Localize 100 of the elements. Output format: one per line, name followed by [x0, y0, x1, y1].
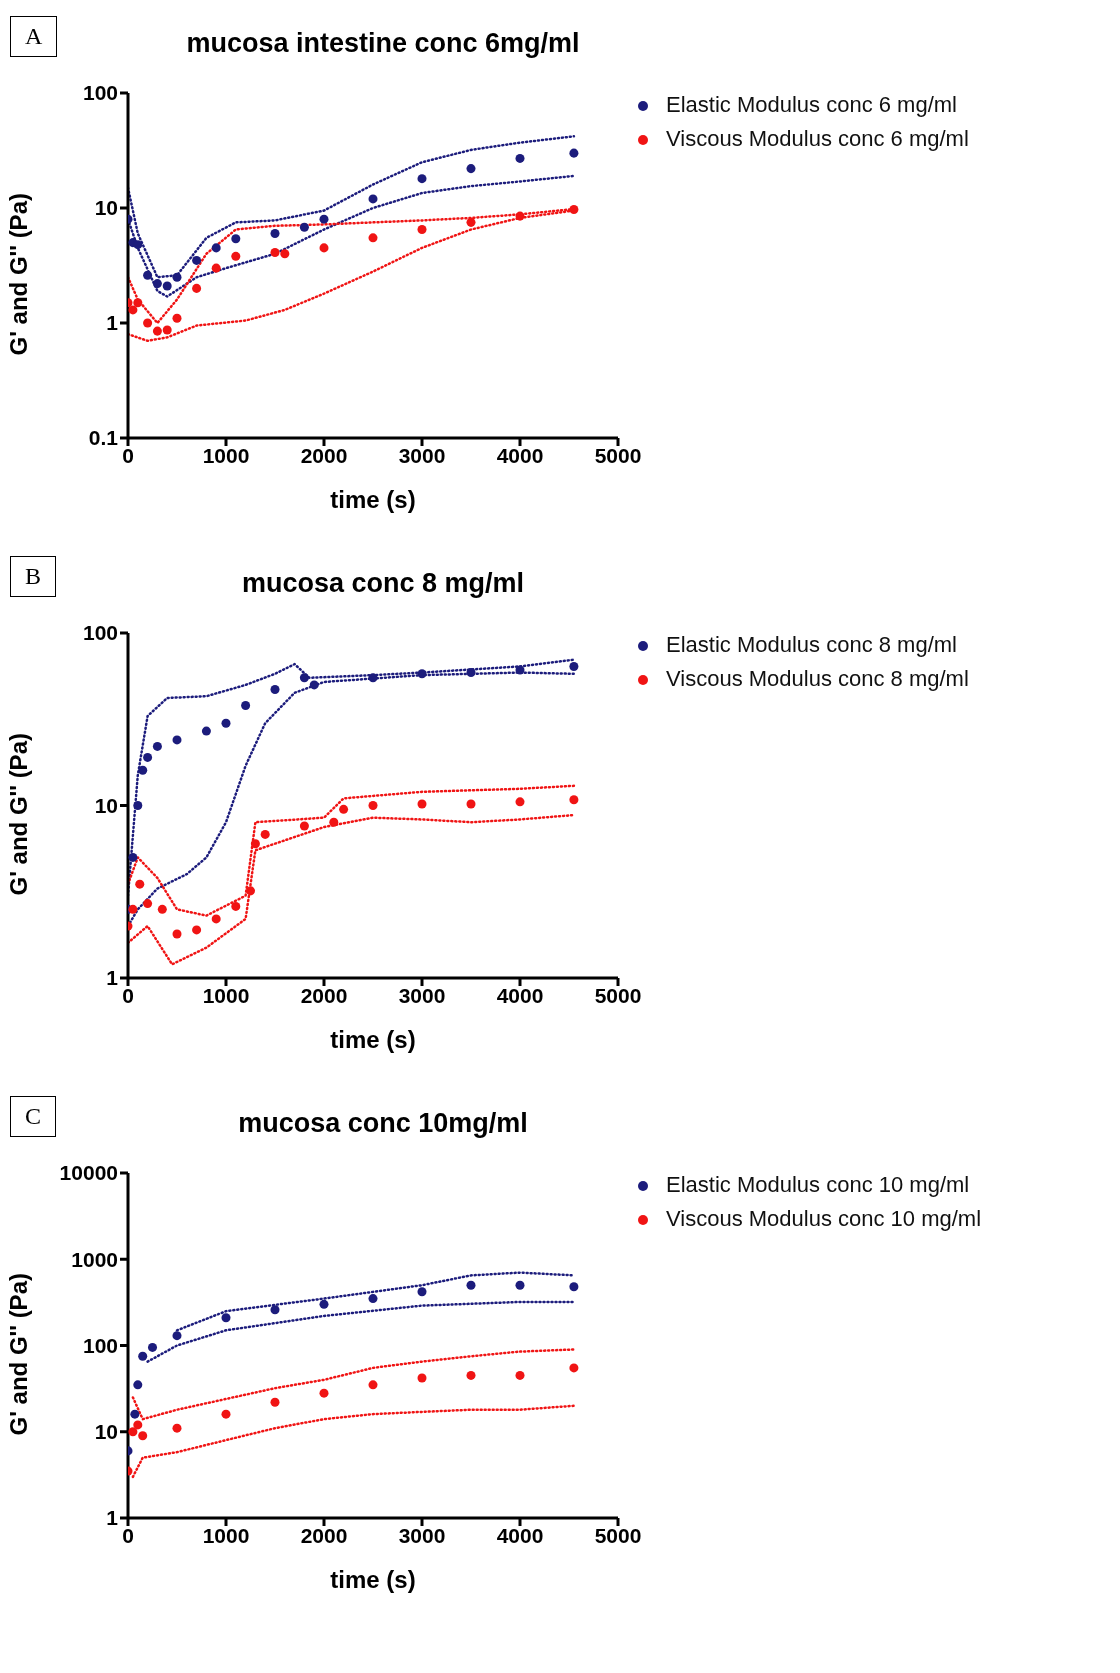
y-tick-label: 100: [82, 81, 118, 105]
legend-label: Viscous Modulus conc 6 mg/ml: [666, 126, 969, 151]
legend-label: Elastic Modulus conc 10 mg/ml: [666, 1172, 970, 1197]
point: [143, 318, 153, 328]
line-series: [128, 174, 576, 298]
point: [172, 313, 182, 323]
point: [368, 233, 378, 243]
point: [143, 270, 153, 280]
point: [133, 240, 143, 250]
point: [221, 1409, 231, 1419]
x-tick-label: 2000: [300, 443, 348, 467]
point: [368, 194, 378, 204]
point: [319, 243, 329, 253]
point: [417, 225, 427, 235]
legend-label: Viscous Modulus conc 8 mg/ml: [666, 666, 969, 691]
x-tick-label: 4000: [496, 983, 544, 1007]
point: [569, 795, 579, 805]
point: [466, 1280, 476, 1290]
point: [270, 229, 280, 239]
point: [157, 904, 167, 914]
point: [466, 668, 476, 678]
point: [339, 804, 349, 814]
point: [172, 1331, 182, 1341]
point: [319, 214, 329, 224]
point: [417, 1287, 427, 1297]
point: [466, 164, 476, 174]
x-tick-label: 2000: [300, 983, 348, 1007]
y-axis-title: G' and G'' (Pa): [4, 1273, 32, 1436]
text: C: [10, 1096, 57, 1137]
y-axis-title: G' and G'' (Pa): [4, 193, 32, 356]
point: [260, 829, 270, 839]
point: [319, 1388, 329, 1398]
point: [128, 852, 138, 862]
point: [133, 1380, 143, 1390]
point: [162, 325, 172, 335]
point: [135, 879, 145, 889]
point: [466, 217, 476, 227]
point: [172, 929, 182, 939]
point: [221, 718, 231, 728]
point: [231, 234, 241, 244]
y-tick-label: 1: [106, 311, 119, 335]
y-tick-label: 1000: [71, 1247, 118, 1271]
point: [417, 799, 427, 809]
x-axis-title: time (s): [330, 1566, 416, 1593]
x-tick-label: 0: [122, 983, 134, 1007]
point: [133, 800, 143, 811]
y-tick-label: 10: [94, 793, 118, 817]
point: [143, 899, 153, 909]
point: [515, 1280, 525, 1290]
point: [211, 243, 221, 253]
point: [368, 800, 378, 811]
point: [152, 741, 162, 751]
point: [133, 298, 143, 308]
legend-label: Elastic Modulus conc 6 mg/ml: [666, 92, 957, 117]
legend-label: Elastic Modulus conc 8 mg/ml: [666, 632, 957, 657]
point: [270, 685, 280, 695]
point: [201, 726, 211, 736]
x-tick-label: 1000: [202, 443, 250, 467]
point: [250, 839, 260, 849]
point: [192, 255, 202, 265]
point: [466, 1370, 476, 1380]
x-tick-label: 1000: [202, 983, 250, 1007]
point: [138, 765, 148, 775]
point: [128, 1427, 138, 1437]
chart-title: mucosa intestine conc 6mg/ml: [185, 28, 581, 59]
y-tick-label: 10: [94, 196, 118, 220]
point: [211, 914, 221, 924]
point: [162, 281, 172, 291]
x-tick-label: 0: [122, 443, 134, 467]
x-tick-label: 0: [122, 1523, 134, 1547]
x-tick-label: 4000: [496, 1523, 544, 1547]
point: [138, 1431, 148, 1441]
x-tick-label: 3000: [398, 1523, 446, 1547]
point: [130, 1409, 140, 1419]
x-tick-label: 4000: [496, 443, 544, 467]
point: [569, 1363, 579, 1373]
y-tick-label: 0.1: [88, 426, 119, 450]
point: [515, 665, 525, 675]
x-tick-label: 3000: [398, 443, 446, 467]
x-axis-title: time (s): [330, 486, 416, 513]
point: [270, 1305, 280, 1315]
point: [515, 211, 525, 221]
x-tick-label: 5000: [594, 1523, 642, 1547]
legend-label: Viscous Modulus conc 10 mg/ml: [666, 1206, 982, 1231]
x-tick-label: 5000: [594, 983, 642, 1007]
point: [172, 1423, 182, 1433]
point: [368, 673, 378, 683]
point: [245, 886, 256, 896]
point: [152, 326, 162, 336]
point: [231, 251, 241, 261]
y-tick-label: 10: [94, 1420, 118, 1444]
point: [138, 1351, 148, 1361]
point: [143, 752, 153, 762]
point: [309, 680, 319, 690]
chart-title: mucosa conc 10mg/ml: [237, 1108, 529, 1139]
point: [172, 735, 182, 745]
point: [368, 1294, 378, 1304]
x-tick-label: 5000: [594, 443, 642, 467]
point: [172, 272, 182, 282]
point: [211, 263, 221, 273]
